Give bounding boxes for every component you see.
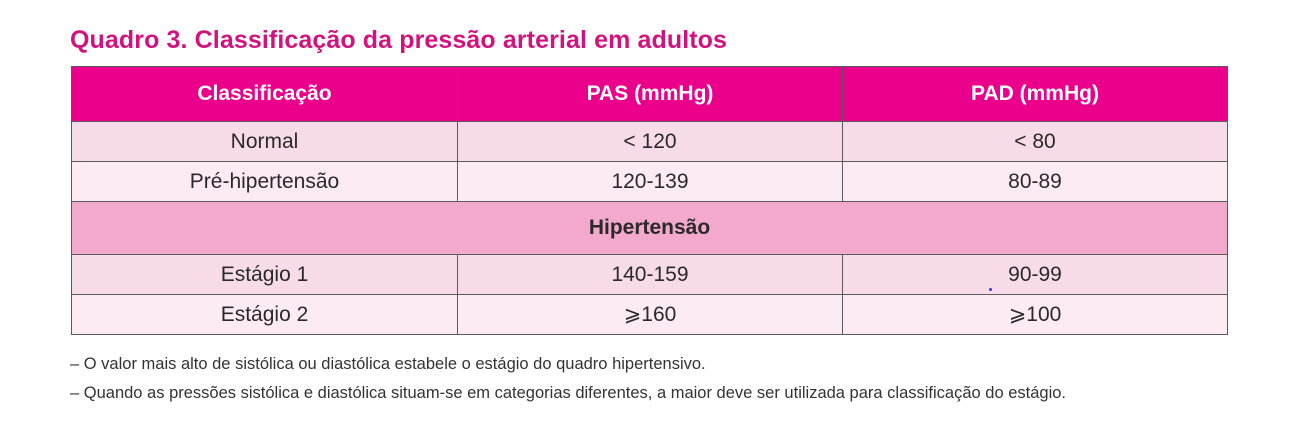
cell-classification: Normal	[71, 121, 458, 162]
classification-table: Classificação PAS (mmHg) PAD (mmHg) Norm…	[71, 66, 1228, 335]
cell-pad: 90-99	[842, 254, 1228, 295]
subheader-hipertensao: Hipertensão	[71, 201, 1228, 255]
stray-dot	[989, 288, 992, 291]
cell-classification: Pré-hipertensão	[71, 161, 458, 202]
table-header-row: Classificação PAS (mmHg) PAD (mmHg)	[71, 66, 1228, 122]
cell-pad: ⩾100	[842, 294, 1228, 335]
cell-pad: < 80	[842, 121, 1228, 162]
cell-pas: ⩾160	[457, 294, 843, 335]
footnote: – O valor mais alto de sistólica ou dias…	[70, 355, 706, 373]
cell-classification: Estágio 2	[71, 294, 458, 335]
table-subheader-row: Hipertensão	[71, 201, 1228, 255]
table-row: Estágio 2 ⩾160 ⩾100	[71, 294, 1228, 335]
table-title: Quadro 3. Classificação da pressão arter…	[70, 26, 728, 54]
table-row: Estágio 1 140-159 90-99	[71, 254, 1228, 295]
table-row: Pré-hipertensão 120-139 80-89	[71, 161, 1228, 202]
table-row: Normal < 120 < 80	[71, 121, 1228, 162]
cell-pad: 80-89	[842, 161, 1228, 202]
footnote: – Quando as pressões sistólica e diastól…	[70, 384, 1067, 402]
header-classificacao: Classificação	[71, 66, 458, 122]
header-pad: PAD (mmHg)	[842, 66, 1228, 122]
cell-pas: 140-159	[457, 254, 843, 295]
cell-pas: 120-139	[457, 161, 843, 202]
footnotes: – O valor mais alto de sistólica ou dias…	[70, 350, 1066, 408]
header-pas: PAS (mmHg)	[457, 66, 843, 122]
cell-pas: < 120	[457, 121, 843, 162]
cell-classification: Estágio 1	[71, 254, 458, 295]
